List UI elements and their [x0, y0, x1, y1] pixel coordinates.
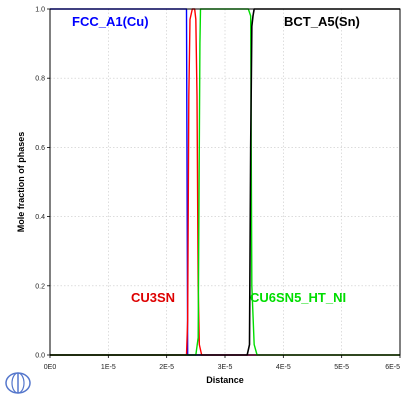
label-bct-a5-sn: BCT_A5(Sn): [284, 14, 360, 29]
y-tick-label: 0.2: [35, 283, 45, 290]
label-fcc-a1-cu: FCC_A1(Cu): [72, 14, 149, 29]
y-tick-label: 0.4: [35, 214, 45, 221]
y-tick-label: 0.6: [35, 145, 45, 152]
y-tick-label: 0.8: [35, 76, 45, 83]
software-logo-icon: [5, 372, 31, 394]
y-tick-label: 0.0: [35, 353, 45, 360]
x-tick-label: 5E-5: [334, 364, 349, 371]
y-axis-title: Mole fraction of phases: [16, 132, 26, 233]
x-tick-label: 6E-5: [385, 364, 400, 371]
x-tick-label: 3E-5: [218, 364, 233, 371]
series-line-bct-a5-sn: [50, 8, 400, 356]
label-cu6sn5-ht-ni: CU6SN5_HT_NI: [250, 290, 346, 305]
grid: [50, 9, 400, 355]
phase-labels: FCC_A1(Cu) BCT_A5(Sn) CU3SN CU6SN5_HT_NI: [72, 14, 360, 305]
x-tick-label: 0E0: [44, 364, 57, 371]
x-tick-label: 2E-5: [159, 364, 174, 371]
y-tick-label: 1.0: [35, 7, 45, 14]
x-tick-label: 1E-5: [101, 364, 116, 371]
x-tick-label: 4E-5: [276, 364, 291, 371]
label-cu3sn: CU3SN: [131, 290, 175, 305]
x-axis-ticks: 0E0 1E-5 2E-5 3E-5 4E-5 5E-5 6E-5: [44, 355, 401, 371]
x-axis-title: Distance: [206, 375, 244, 385]
y-axis-ticks: 0.0 0.2 0.4 0.6 0.8 1.0: [35, 7, 50, 360]
